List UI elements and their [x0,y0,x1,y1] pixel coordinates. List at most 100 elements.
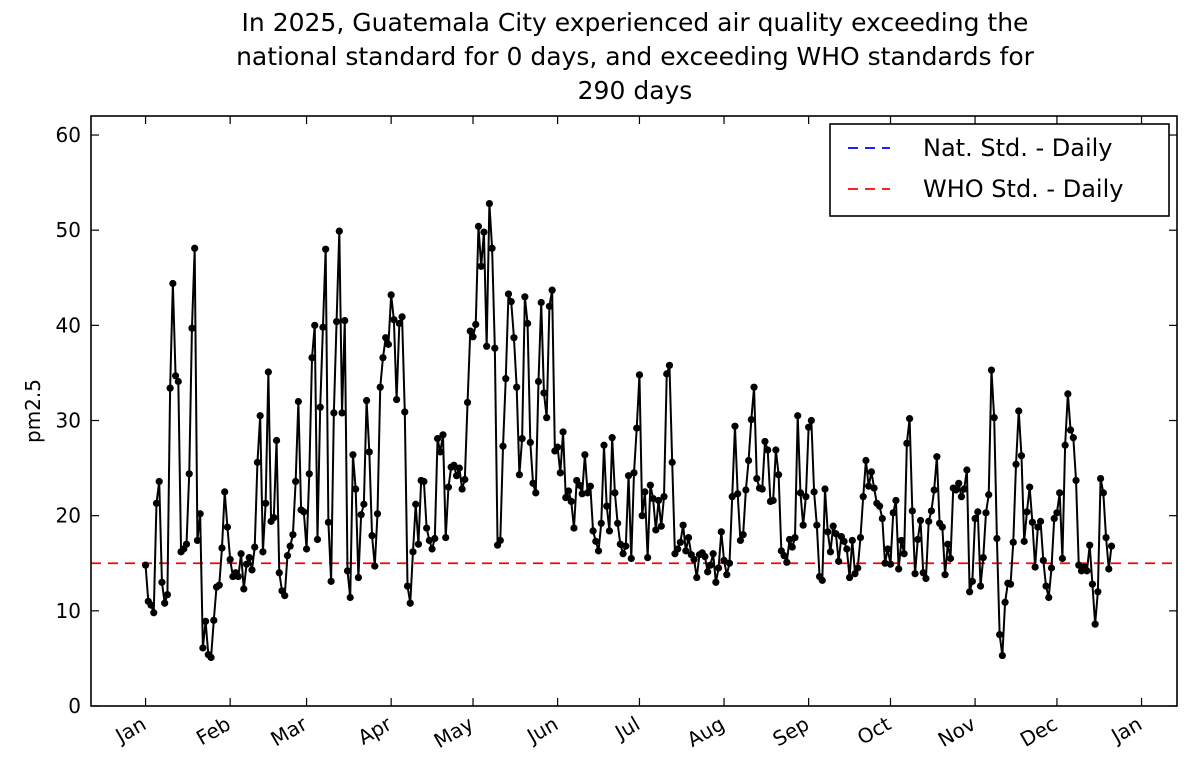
data-point [646,481,654,489]
data-point [387,291,395,299]
data-point [226,555,234,564]
data-point [914,535,922,544]
data-point [982,509,990,517]
data-point [892,496,900,505]
y-tick-label: 10 [56,599,81,623]
data-point [728,493,736,501]
data-point [635,371,644,379]
chart-title-line-3: 290 days [577,76,693,105]
data-point [734,490,742,498]
data-point [745,456,753,465]
data-point [221,488,229,496]
data-point [1086,541,1094,549]
data-point [567,497,575,506]
y-tick-label: 60 [56,123,81,147]
data-point [821,485,829,493]
data-point [1012,460,1020,468]
data-point [761,437,769,446]
data-point [534,377,543,386]
data-point [286,542,294,550]
data-point [742,486,750,494]
data-point [354,573,363,582]
data-point [1023,508,1031,516]
data-point [379,354,387,362]
y-tick-label: 20 [56,504,81,528]
data-point [941,571,949,579]
data-point [1083,567,1091,575]
data-point [423,524,431,532]
y-tick-label: 50 [56,218,81,242]
data-point [368,532,376,540]
data-point [960,485,968,493]
data-point [1050,514,1058,523]
data-point [485,199,493,208]
data-point [1075,561,1083,569]
data-point [357,511,365,519]
data-point [605,527,614,535]
data-point [946,554,955,563]
data-point [218,544,226,552]
data-point [343,567,352,575]
data-point [1061,441,1069,449]
data-point [682,547,690,555]
data-point [251,543,259,551]
y-axis: 0 10 20 30 40 50 60 [56,123,1177,718]
data-point [1045,593,1053,602]
data-point [150,609,158,617]
data-point [324,518,332,526]
data-point [543,414,551,422]
data-point [510,334,518,342]
data-point [791,533,799,542]
data-point [952,486,960,494]
data-point [1058,554,1066,563]
data-point [1026,483,1034,491]
data-point [903,439,911,447]
data-point [644,553,652,562]
data-point [796,489,805,497]
data-point [1006,580,1015,588]
data-point [313,535,322,544]
x-tick-label: Apr [354,711,397,749]
data-point [264,368,272,376]
data-point [248,566,256,574]
data-point [308,354,316,362]
data-point [245,553,253,562]
data-point [223,523,232,531]
data-point [835,557,843,565]
data-point [147,601,155,609]
data-point [856,533,865,542]
data-point [963,466,971,474]
data-point [1056,489,1064,497]
data-point [270,513,278,522]
data-point [570,524,578,532]
data-point [818,576,826,584]
data-point [829,522,837,530]
data-point [171,372,180,380]
data-point [1072,476,1080,485]
data-point [311,321,319,329]
data-point [589,527,597,535]
data-point [540,389,548,397]
data-point [976,582,985,590]
chart-title-line-1: In 2025, Guatemala City experienced air … [241,8,1029,37]
data-point [966,588,974,596]
data-point [526,438,534,447]
data-point [322,245,330,253]
data-point [794,412,802,420]
data-point [1034,523,1042,531]
data-point [630,469,638,477]
data-point [750,383,758,391]
y-tick-label: 40 [56,313,81,337]
data-point [764,446,772,454]
data-point [1031,563,1039,571]
data-point [1042,582,1050,590]
x-tick-label: Nov [934,711,980,751]
data-point [1102,533,1110,542]
data-point [611,489,619,497]
data-point [272,436,281,445]
data-point [360,500,368,508]
data-point [332,317,341,326]
data-point [302,545,311,553]
data-point [521,293,529,301]
data-point [993,534,1001,543]
